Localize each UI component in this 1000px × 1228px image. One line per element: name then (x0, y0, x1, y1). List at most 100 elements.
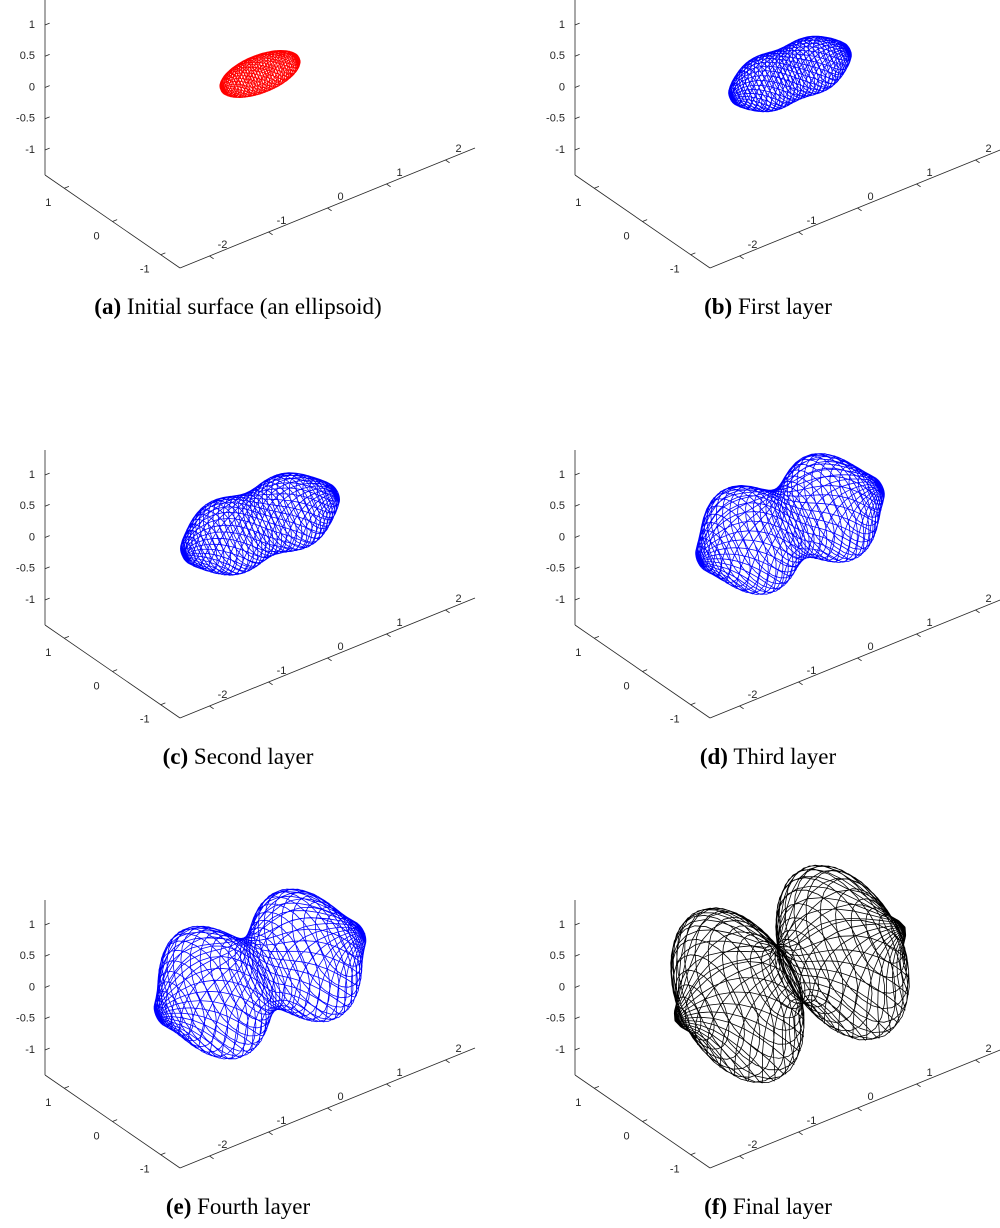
y-tick-label: -1 (140, 1164, 150, 1176)
y-tick (594, 636, 600, 639)
x-tick (445, 159, 450, 164)
caption-label: (e) (166, 1194, 192, 1219)
x-tick-label: -1 (807, 215, 817, 227)
z-tick (574, 535, 580, 538)
x-tick-label: 1 (396, 1067, 402, 1079)
z-tick-label: -1 (25, 144, 35, 156)
z-tick-label: 0.5 (550, 500, 565, 512)
z-tick (574, 147, 580, 151)
z-tick-label: 1 (559, 919, 565, 931)
caption: (b) First layer (704, 294, 832, 319)
y-tick-label: 1 (45, 1097, 51, 1109)
x-tick-label: 2 (455, 1043, 461, 1055)
wireframe (219, 49, 301, 99)
y-tick (112, 669, 118, 672)
x-tick (798, 681, 803, 686)
y-tick-label: 1 (575, 197, 581, 209)
x-tick (386, 633, 391, 638)
y-tick (160, 702, 166, 706)
z-tick-label: -0.5 (546, 563, 565, 575)
x-tick-label: -2 (218, 689, 228, 701)
y-tick-label: -1 (140, 714, 150, 726)
x-tick (798, 231, 803, 236)
y-tick (112, 1119, 118, 1122)
panel: -1 -0.5 0 0.5 1 -1 0 1 -2 -1 0 1 2 (e) Fourth layer (16, 888, 476, 1219)
x-tick-label: -2 (218, 1139, 228, 1151)
y-tick (642, 1119, 648, 1122)
x-tick-label: 0 (337, 191, 343, 203)
x-tick (739, 255, 744, 260)
z-tick (44, 953, 50, 957)
panel: -1 -0.5 0 0.5 1 -1 0 1 -2 -1 0 1 2 (f) Final layer (546, 864, 1000, 1219)
x-tick (739, 1155, 744, 1160)
x-tick (268, 231, 273, 236)
x-tick (327, 207, 332, 212)
x-tick-label: 2 (985, 1043, 991, 1055)
y-tick (160, 252, 166, 256)
wireframe (179, 472, 341, 576)
y-tick-label: 1 (45, 647, 51, 659)
z-tick-label: -0.5 (16, 113, 35, 125)
y-tick (690, 702, 696, 706)
y-tick-label: 1 (575, 647, 581, 659)
caption-text: Fourth layer (197, 1194, 310, 1219)
x-tick-label: -2 (748, 689, 758, 701)
x-tick (857, 1107, 862, 1112)
z-tick (44, 1016, 50, 1020)
z-tick-label: 0 (559, 531, 565, 543)
x-tick (445, 1059, 450, 1064)
panel: -1 -0.5 0 0.5 1 -1 0 1 -2 -1 0 1 2 (b) First layer (546, 0, 1000, 319)
z-tick-label: 1 (559, 469, 565, 481)
x-tick-label: 0 (867, 191, 873, 203)
x-tick-label: -1 (807, 1115, 817, 1127)
x-tick-label: 0 (337, 1091, 343, 1103)
z-tick (574, 1016, 580, 1020)
x-tick-label: 0 (337, 641, 343, 653)
caption-label: (f) (704, 1194, 727, 1219)
x-tick (857, 207, 862, 212)
x-tick-label: 0 (867, 641, 873, 653)
z-tick-label: 0.5 (20, 500, 35, 512)
caption-label: (d) (700, 744, 728, 769)
z-tick (44, 503, 50, 507)
y-tick (64, 186, 70, 189)
x-tick-label: -2 (748, 239, 758, 251)
z-tick (44, 85, 50, 88)
x-tick-label: 2 (985, 143, 991, 155)
panel: -1 -0.5 0 0.5 1 -1 0 1 -2 -1 0 1 2 (a) Initial surfac… (16, 0, 476, 319)
y-tick-label: 1 (45, 197, 51, 209)
x-tick-label: 1 (926, 167, 932, 179)
z-tick (44, 566, 50, 570)
z-tick-label: -1 (25, 1044, 35, 1056)
y-tick (642, 219, 648, 222)
x-tick-label: -1 (807, 665, 817, 677)
caption: (a) Initial surface (an ellipsoid) (94, 294, 381, 319)
x-tick (386, 183, 391, 188)
x-tick (209, 1155, 214, 1160)
z-tick-label: 0 (29, 81, 35, 93)
z-tick-label: 0 (559, 81, 565, 93)
z-tick-label: 1 (29, 469, 35, 481)
z-tick (574, 1047, 580, 1051)
x-tick-label: 2 (455, 143, 461, 155)
x-tick (975, 159, 980, 164)
x-tick-label: -2 (218, 239, 228, 251)
y-tick-label: -1 (670, 714, 680, 726)
z-tick-label: -0.5 (546, 1013, 565, 1025)
x-tick (445, 609, 450, 614)
y-tick (64, 1086, 70, 1089)
z-tick (44, 116, 50, 120)
z-tick (44, 53, 50, 57)
x-tick-label: -1 (277, 665, 287, 677)
z-tick (574, 472, 580, 476)
x-tick-label: 1 (926, 617, 932, 629)
z-tick-label: -1 (555, 594, 565, 606)
z-tick (574, 22, 580, 26)
panel: -1 -0.5 0 0.5 1 -1 0 1 -2 -1 0 1 2 (c) Second layer (16, 450, 476, 769)
caption-text: First layer (738, 294, 832, 319)
z-tick (44, 147, 50, 151)
x-tick-label: 1 (396, 617, 402, 629)
wireframe (670, 864, 910, 1084)
z-tick-label: 1 (29, 19, 35, 31)
